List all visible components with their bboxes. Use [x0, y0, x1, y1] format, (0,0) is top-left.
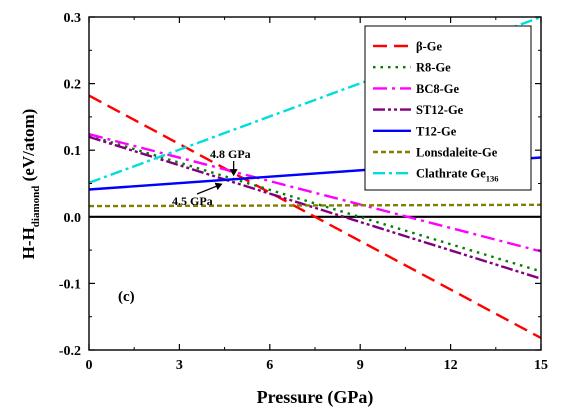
legend-label-4: T12-Ge — [416, 124, 457, 138]
series-line-3 — [89, 135, 541, 280]
x-tick-label: 15 — [534, 358, 548, 373]
y-axis-title-main: H-H — [19, 227, 38, 259]
y-axis-title-units: (eV/atom) — [19, 109, 38, 186]
x-axis-title: Pressure (GPa) — [257, 387, 374, 408]
annotation-arrow-1 — [196, 182, 223, 195]
annotation-label-1: 4.5 GPa — [172, 194, 213, 208]
x-tick-label: 3 — [176, 358, 183, 373]
x-tick-label: 0 — [86, 358, 93, 373]
y-tick-label: 0.0 — [64, 211, 82, 226]
y-tick-label: -0.1 — [59, 277, 81, 292]
y-axis-title-subscript: diamond — [30, 186, 42, 228]
legend-label-1: R8-Ge — [416, 61, 451, 75]
y-tick-label: 0.2 — [64, 78, 82, 93]
series-line-5 — [89, 203, 541, 208]
y-tick-label: 0.3 — [64, 11, 82, 26]
legend-label-3: ST12-Ge — [416, 103, 464, 117]
chart-legend: β-Ge R8-Ge BC8-Ge ST12-Ge T12-Ge Lonsdaleite-… — [364, 25, 532, 191]
series-line-2 — [89, 133, 541, 253]
legend-frame — [364, 25, 532, 191]
x-tick-label: 12 — [444, 358, 458, 373]
y-axis-title: H-Hdiamond (eV/atom) — [19, 109, 42, 260]
legend-label-2: BC8-Ge — [416, 82, 460, 96]
y-tick-label: -0.2 — [59, 344, 81, 359]
y-tick-label: 0.1 — [64, 144, 82, 159]
series-line-0 — [89, 94, 541, 340]
legend-label-6: Clathrate Ge136 — [416, 167, 499, 184]
annotation-label-0: 4.8 GPa — [210, 147, 251, 161]
panel-label: (c) — [118, 289, 135, 305]
legend-label-0: β-Ge — [416, 40, 442, 54]
x-tick-label: 6 — [266, 358, 273, 373]
legend-label-5: Lonsdaleite-Ge — [416, 146, 498, 160]
x-tick-label: 9 — [357, 358, 364, 373]
